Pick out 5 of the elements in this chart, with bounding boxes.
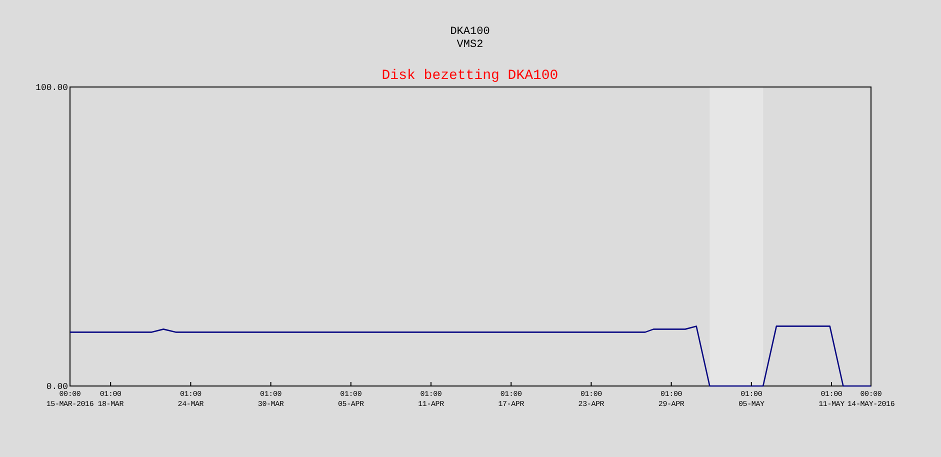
- chart-title: DKA100 VMS2: [450, 26, 490, 51]
- line-series: [69, 326, 872, 387]
- y-tick-label: 0.00: [46, 382, 68, 392]
- y-tick-label: 100.00: [36, 83, 68, 93]
- chart-subtitle: Disk bezetting DKA100: [382, 68, 558, 84]
